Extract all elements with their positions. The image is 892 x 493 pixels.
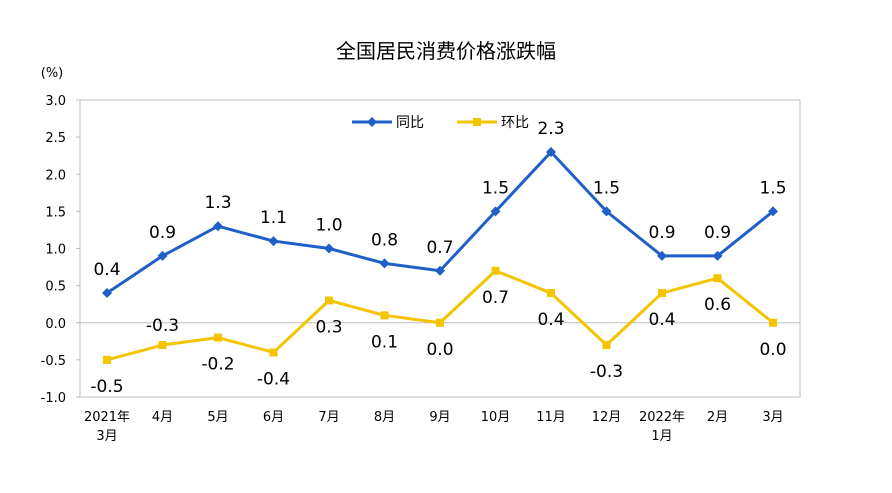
mom-data-label: 0.3 [315,317,342,337]
yoy-data-label: 1.5 [593,178,620,198]
yoy-point [157,250,168,261]
y-tick-label: 1.5 [45,205,66,220]
plot-layer: 3.0 2.5 2.0 1.5 1.0 0.5 0.0 -0.5 -1.0 2021年 3月 4月 5月… [41,94,800,444]
legend-label-yoy: 同比 [396,115,424,131]
legend-marker-yoy [367,117,377,127]
x-tick-label: 12月 [592,410,622,425]
yoy-data-label: 0.4 [93,260,120,280]
yoy-point [213,221,223,232]
mom-point [103,355,111,364]
legend-label-mom: 环比 [501,115,529,131]
mom-data-label: -0.3 [590,362,623,382]
yoy-data-label: 0.9 [648,223,675,243]
mom-data-label: 0.0 [426,340,453,360]
x-tick-label: 6月 [263,410,284,425]
mom-data-label: -0.2 [201,355,234,375]
mom-data-label: -0.4 [257,369,290,389]
yoy-point [657,250,667,261]
yoy-point [268,236,279,247]
x-tick-label: 7月 [318,410,339,425]
mom-point [769,318,777,327]
y-tick-label: 2.5 [45,131,66,146]
x-tick-label: 2022年 1月 [639,410,685,444]
yoy-point [490,206,501,217]
yoy-point [324,243,334,254]
mom-data-label: 0.4 [537,310,564,330]
yoy-point [601,206,612,217]
mom-data-label: -0.5 [90,377,123,397]
yoy-data-label: 0.9 [149,223,176,243]
yoy-point [712,250,723,261]
yoy-point [546,146,556,157]
y-unit-label: (%) [41,66,64,81]
yoy-data-label: 1.0 [315,216,342,236]
mom-point [325,296,333,305]
yoy-data-label: 0.9 [704,223,731,243]
mom-data-label: -0.3 [146,316,179,336]
y-tick-label: -0.5 [41,354,66,369]
mom-point [214,333,222,342]
mom-point [380,311,389,320]
yoy-point [379,258,390,269]
x-tick-label: 2021年 3月 [84,410,130,444]
x-tick-label: 11月 [536,410,566,425]
x-tick-label: 3月 [762,410,783,425]
x-tick-label: 2月 [707,410,728,425]
y-tick-label: 2.0 [45,168,66,183]
yoy-point [768,206,778,217]
mom-point [158,341,167,350]
yoy-point [435,265,445,276]
mom-data-label: 0.7 [482,288,509,308]
mom-data-label: 0.4 [648,310,675,330]
legend-marker-mom [473,118,481,126]
yoy-point [102,288,112,299]
mom-point [602,341,611,350]
y-tick-label: 0.0 [45,317,66,332]
x-tick-label: 4月 [152,410,173,425]
mom-data-label: 0.1 [371,332,398,352]
mom-point [713,274,722,283]
y-tick-label: -1.0 [41,391,66,406]
mom-point [436,318,444,327]
mom-point [269,348,278,357]
x-tick-label: 9月 [429,410,450,425]
mom-point [547,289,555,298]
yoy-data-label: 1.3 [204,193,231,213]
yoy-data-label: 1.5 [482,178,509,198]
yoy-data-label: 2.3 [537,119,564,139]
yoy-data-label: 0.7 [426,238,453,258]
y-tick-label: 3.0 [45,94,66,109]
yoy-data-label: 0.8 [371,230,398,250]
yoy-data-label: 1.5 [759,178,786,198]
chart-title: 全国居民消费价格涨跌幅 [336,39,556,63]
x-tick-label: 10月 [481,410,511,425]
yoy-data-label: 1.1 [260,208,287,228]
y-tick-label: 0.5 [45,280,66,295]
mom-data-label: 0.0 [759,340,786,360]
x-tick-label: 8月 [374,410,395,425]
mom-point [491,266,500,275]
x-tick-label: 5月 [207,410,228,425]
mom-data-label: 0.6 [704,295,731,315]
y-tick-label: 1.0 [45,243,66,258]
mom-point [658,289,666,298]
